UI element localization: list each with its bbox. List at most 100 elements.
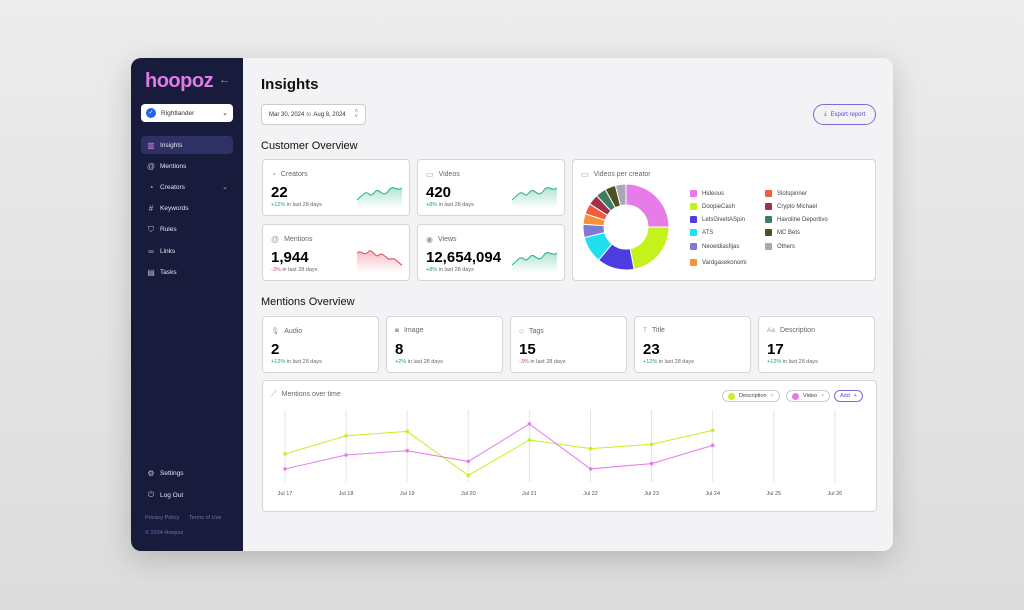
data-point-description xyxy=(283,452,287,456)
stat-value: 420 xyxy=(426,184,452,201)
tag-icon: ◇ xyxy=(519,328,524,335)
change-percent: +8% xyxy=(426,202,438,208)
card-title: ◉ Views xyxy=(426,235,457,244)
add-filter-button[interactable]: Add + xyxy=(834,390,864,402)
card-label: Views xyxy=(437,236,457,243)
sidebar-item-logout[interactable]: ⏻ Log Out xyxy=(141,486,233,504)
change-suffix: in last 28 days xyxy=(282,267,318,273)
series-line-video xyxy=(284,423,713,470)
sidebar-item-creators[interactable]: ◔ Creators ⌄ xyxy=(141,178,233,196)
legend-item: ATS xyxy=(690,229,713,236)
stat-value: 15 xyxy=(519,341,536,358)
sidebar-item-insights[interactable]: ▥ Insights xyxy=(141,136,233,154)
sidebar-item-settings[interactable]: ⚙ Settings xyxy=(141,464,233,482)
video-icon: ▭ xyxy=(426,170,434,179)
stat-change: -3% in last 28 days xyxy=(271,267,317,273)
legend-swatch xyxy=(690,243,697,250)
data-point-description xyxy=(588,446,593,451)
collapse-sidebar-icon[interactable]: ← xyxy=(219,74,230,86)
legend-item: Havoline Deportivo xyxy=(765,216,828,223)
card-label: Tags xyxy=(529,327,544,335)
legend-label: Vardgasekonomi xyxy=(702,259,747,266)
stat-value: 23 xyxy=(643,341,660,358)
stat-card-mentions: @ Mentions 1,944 -3% in last 28 days xyxy=(262,224,410,281)
chip-label: Description xyxy=(739,393,767,399)
data-point-video xyxy=(649,461,654,466)
card-label: Title xyxy=(651,327,665,334)
gear-icon: ⚙ xyxy=(147,468,155,478)
stat-change: +12% in last 28 days xyxy=(271,359,322,365)
sparkline xyxy=(357,187,403,208)
card-label: Mentions xyxy=(284,236,313,243)
filter-chip-video[interactable]: Video × xyxy=(786,390,831,402)
data-point-description xyxy=(405,429,409,434)
line-chart: Jul 17 Jul 18 Jul 19 Jul 20 Jul 21 Jul 22 Jul … xyxy=(278,410,842,497)
legend-swatch xyxy=(765,190,772,197)
legend-label: MC Bets xyxy=(777,229,801,236)
change-suffix: in last 28 days xyxy=(658,359,694,365)
legend-item: Others xyxy=(765,243,795,250)
sidebar-item-rules[interactable]: ⛉ Rules xyxy=(141,221,233,239)
donut-slice-doopiecash xyxy=(629,226,670,270)
change-percent: +8% xyxy=(426,267,438,273)
sidebar-item-links[interactable]: ∞ Links xyxy=(141,242,233,260)
card-label: Image xyxy=(403,327,424,334)
sidebar-item-keywords[interactable]: # Keywords xyxy=(141,200,233,218)
legend-swatch xyxy=(765,243,772,250)
sidebar-item-tasks[interactable]: ▤ Tasks xyxy=(141,263,233,281)
x-tick-label: Jul 25 xyxy=(766,491,781,497)
nav-label: Mentions xyxy=(160,162,187,170)
logo: hoopoz xyxy=(145,70,214,92)
donut-slice-hideous xyxy=(625,183,670,228)
sparkline xyxy=(512,187,558,208)
export-label: Export report xyxy=(830,111,866,118)
legend-swatch xyxy=(690,216,697,223)
legend-item: Neoeldiasfijas xyxy=(690,243,739,250)
legend-item: LetsGiveItASpin xyxy=(690,216,745,223)
stat-value: 12,654,094 xyxy=(426,249,502,266)
data-point-video xyxy=(405,448,409,453)
x-tick-label: Jul 18 xyxy=(339,491,354,497)
filter-chip-description[interactable]: Description × xyxy=(722,390,780,402)
nav-label: Keywords xyxy=(160,205,189,213)
export-report-button[interactable]: ⤓ Export report xyxy=(813,104,876,125)
date-to-word: to xyxy=(306,111,312,118)
x-tick-label: Jul 20 xyxy=(461,491,476,497)
data-point-description xyxy=(466,473,471,478)
legend-swatch xyxy=(765,203,772,210)
mention-card-audio: 🎙︎ Audio 2 +12% in last 28 days xyxy=(262,316,379,373)
close-icon[interactable]: × xyxy=(770,393,774,399)
stat-value: 2 xyxy=(271,341,280,358)
legend-label: Havoline Deportivo xyxy=(777,216,828,223)
change-percent: +12% xyxy=(271,202,286,208)
data-point-description xyxy=(527,438,532,442)
stat-value: 17 xyxy=(767,341,784,358)
close-icon[interactable]: × xyxy=(820,393,825,399)
trend-line-icon: ⟋ xyxy=(271,389,277,398)
data-point-video xyxy=(466,459,471,464)
stat-change: +12% in last 28 days xyxy=(643,359,694,365)
sparkline xyxy=(512,252,558,273)
date-range-picker[interactable]: Mar 30, 2024 to Aug 8, 2024 ˄ ˅ xyxy=(261,104,366,125)
sidebar-item-mentions[interactable]: @ Mentions xyxy=(141,157,233,175)
stat-value: 1,944 xyxy=(271,249,309,266)
donut-slice-others xyxy=(614,183,627,207)
settings-label: Settings xyxy=(160,469,184,477)
change-percent: +2% xyxy=(395,359,407,365)
at-icon: @ xyxy=(271,235,280,244)
stat-card-creators: ◔ Creators 22 +12% in last 28 days xyxy=(262,159,410,216)
data-point-description xyxy=(649,442,654,447)
palette-icon: ◔ xyxy=(271,170,276,179)
date-to: Aug 8, 2024 xyxy=(313,111,346,118)
card-title: Aa Description xyxy=(767,327,815,334)
card-title: ◇ Tags xyxy=(519,327,544,336)
nav-label: Rules xyxy=(160,226,177,234)
privacy-link[interactable]: Privacy Policy xyxy=(145,515,180,521)
legend-item: Hideous xyxy=(690,190,724,197)
legend-item: Vardgasekonomi xyxy=(690,259,747,266)
card-label: Creators xyxy=(280,171,308,178)
account-selector[interactable]: ✓ Rightlander ⌄ xyxy=(141,104,233,122)
terms-link[interactable]: Terms of Use xyxy=(189,515,222,521)
nav-label: Insights xyxy=(160,141,183,149)
legend-swatch xyxy=(690,229,697,236)
